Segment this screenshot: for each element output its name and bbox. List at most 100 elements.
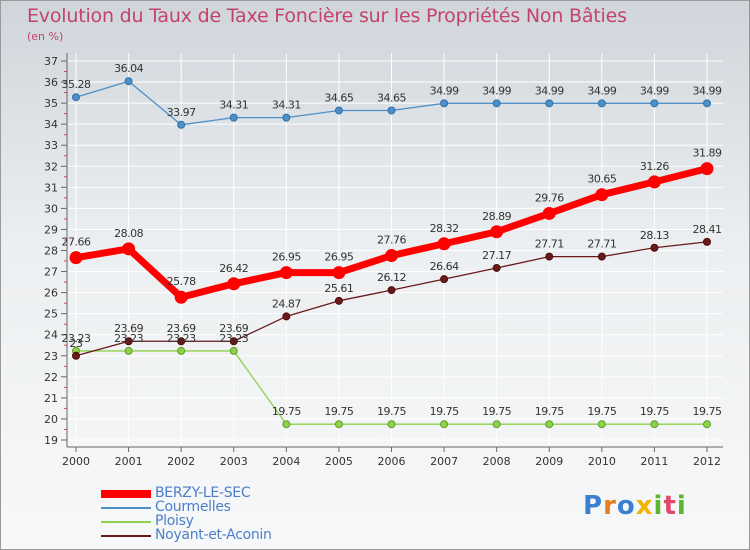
data-point [72, 351, 80, 360]
data-label: 23.23 [114, 332, 143, 345]
data-label: 19.75 [430, 405, 459, 418]
data-label: 34.99 [430, 84, 459, 97]
x-tick-label: 2003 [220, 455, 248, 468]
data-label: 34.99 [693, 84, 722, 97]
data-label: 23.69 [219, 322, 248, 335]
x-tick-label: 2008 [483, 455, 511, 468]
data-point [492, 99, 501, 108]
data-point [124, 337, 133, 346]
data-point [492, 420, 501, 429]
data-label: 23.23 [219, 332, 248, 345]
y-tick-label: 37 [44, 55, 58, 68]
data-point [69, 251, 83, 265]
legend-label: Courmelles [155, 499, 231, 515]
y-tick-label: 20 [44, 413, 58, 426]
x-tick-label: 2001 [115, 455, 143, 468]
data-label: 27.17 [482, 249, 511, 262]
y-tick-label: 31 [44, 181, 58, 194]
data-point [282, 113, 291, 122]
y-tick-label: 28 [44, 245, 58, 258]
x-tick-label: 2007 [430, 455, 458, 468]
data-point [703, 99, 711, 108]
data-label: 23.69 [167, 322, 196, 335]
data-point [440, 420, 449, 429]
data-label: 19.75 [377, 405, 406, 418]
data-label: 26.95 [272, 251, 301, 264]
x-tick-label: 2002 [167, 455, 195, 468]
data-point [647, 175, 661, 189]
legend-swatch-ploisy [101, 521, 151, 523]
data-label: 33.97 [167, 106, 196, 119]
series-lines [69, 77, 714, 429]
data-point [387, 286, 396, 295]
data-point [595, 188, 609, 202]
legend-swatch-noyant [101, 535, 151, 537]
data-label: 34.65 [324, 91, 353, 104]
legend-label: BERZY-LE-SEC [155, 485, 251, 501]
data-point [703, 237, 711, 246]
x-tick-label: 2010 [588, 455, 616, 468]
data-point [334, 420, 343, 429]
x-tick-label: 2006 [378, 455, 406, 468]
data-point [72, 93, 80, 102]
data-point [229, 113, 238, 122]
x-tick-label: 2004 [272, 455, 300, 468]
data-label: 26.64 [430, 260, 459, 273]
legend-label: Noyant-et-Aconin [155, 527, 272, 543]
data-point [703, 420, 711, 429]
data-label: 34.31 [219, 99, 248, 112]
data-point [492, 263, 501, 272]
data-label: 25.78 [167, 275, 196, 288]
y-tick-label: 34 [44, 118, 58, 131]
data-label: 28.32 [430, 222, 459, 235]
data-label: 27.66 [62, 236, 91, 249]
data-label: 28.89 [482, 210, 511, 223]
data-point [174, 290, 188, 304]
y-tick-label: 25 [44, 308, 58, 321]
data-point [282, 312, 291, 321]
data-point [177, 120, 186, 129]
data-point [279, 266, 293, 280]
data-label: 34.99 [482, 84, 511, 97]
data-label: 31.26 [640, 160, 669, 173]
data-point [597, 99, 606, 108]
data-point [124, 346, 133, 355]
data-label: 19.75 [693, 405, 722, 418]
data-point [387, 106, 396, 115]
data-point [545, 99, 554, 108]
grid [67, 53, 723, 447]
data-point [385, 249, 398, 263]
data-label: 19.75 [640, 405, 669, 418]
data-point [440, 99, 449, 108]
data-label: 28.41 [693, 223, 722, 236]
data-point [440, 275, 449, 284]
y-tick-label: 22 [44, 371, 58, 384]
data-point [542, 206, 556, 220]
proxiti-logo: Proxiti [583, 491, 687, 521]
legend-label: Ploisy [155, 513, 194, 529]
data-label: 23.23 [62, 332, 91, 345]
data-label: 34.31 [272, 99, 301, 112]
data-point [650, 243, 659, 252]
data-point [229, 346, 238, 355]
axes: 19 20 21 22 23 24 25 26 27 28 29 30 31 32 33 34 35 36 37 20… [44, 53, 723, 468]
x-tick-label: 2005 [325, 455, 353, 468]
y-tick-label: 30 [44, 202, 58, 215]
data-point [332, 266, 346, 280]
data-point [124, 77, 133, 86]
data-label: 36.04 [114, 62, 143, 75]
y-tick-label: 32 [44, 160, 58, 173]
y-tick-label: 26 [44, 287, 58, 300]
data-label: 27.71 [587, 238, 616, 251]
data-point [177, 337, 186, 346]
data-point [177, 346, 186, 355]
data-label: 19.75 [482, 405, 511, 418]
data-point [597, 252, 606, 261]
data-label: 29.76 [535, 191, 564, 204]
x-tick-label: 2009 [535, 455, 563, 468]
data-point [122, 242, 136, 256]
data-label: 34.99 [640, 84, 669, 97]
data-label: 34.99 [587, 84, 616, 97]
